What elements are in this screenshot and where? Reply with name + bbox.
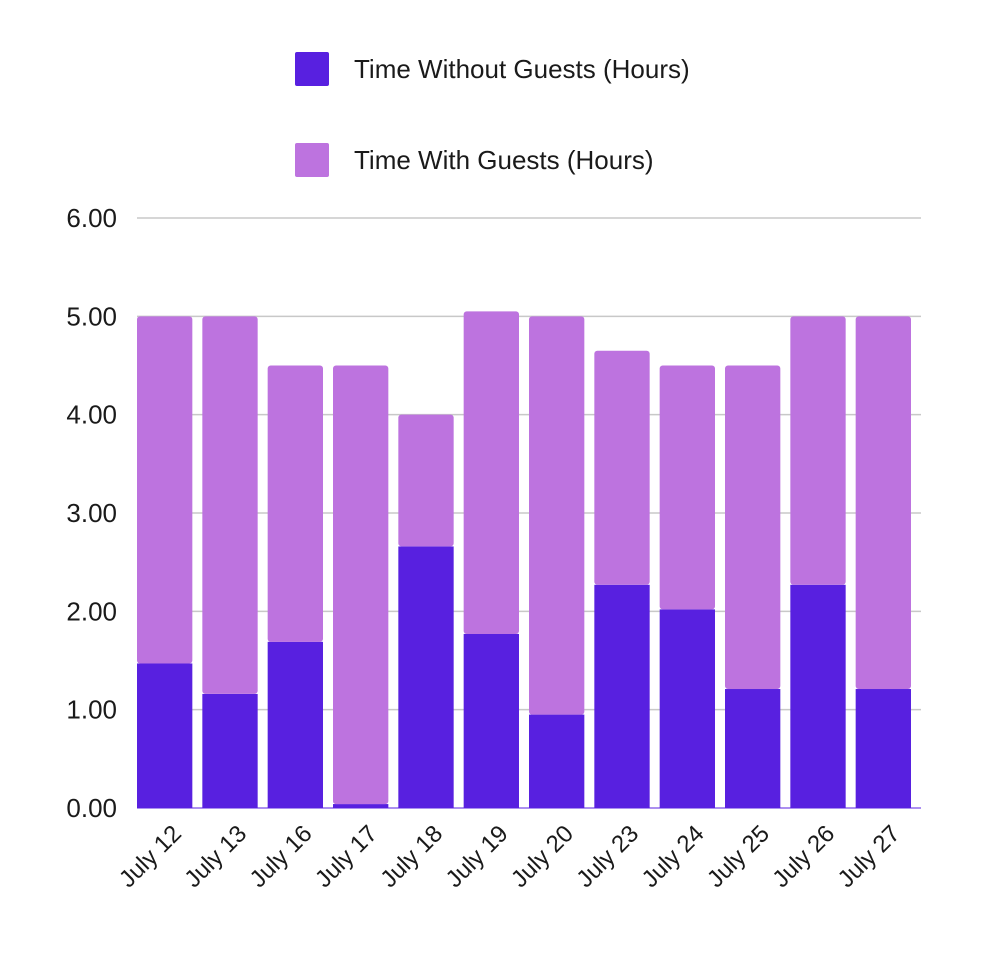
x-tick-label: July 20 [506,820,579,893]
bar-without-guests [594,584,650,808]
legend-swatch-2 [295,143,329,177]
legend-label-1: Time Without Guests (Hours) [354,54,690,84]
bar-with-guests [790,316,846,585]
bar-without-guests [398,546,454,808]
bar-with-guests [202,316,258,694]
x-tick-label: July 24 [637,820,710,893]
bar-without-guests [659,609,715,808]
y-tick-label: 1.00 [66,695,117,725]
bar-with-guests [267,365,323,642]
bar-with-guests [398,414,454,547]
bar-with-guests [855,316,911,690]
y-tick-label: 2.00 [66,596,117,626]
y-tick-label: 3.00 [66,498,117,528]
bars [137,311,921,809]
x-tick-label: July 19 [441,820,514,893]
bar-without-guests [725,689,781,808]
x-tick-label: July 26 [767,820,840,893]
x-tick-label: July 16 [245,820,318,893]
x-tick-label: July 12 [114,820,187,893]
y-axis: 0.00 1.00 2.00 3.00 4.00 5.00 6.00 [66,203,117,823]
bar-with-guests [725,365,781,690]
bar-without-guests [267,641,323,808]
y-tick-label: 4.00 [66,400,117,430]
x-tick-label: July 27 [833,820,906,893]
x-tick-label: July 17 [310,820,383,893]
bar-without-guests [463,633,519,808]
bar-with-guests [463,311,519,634]
x-tick-label: July 25 [702,820,775,893]
bar-with-guests [137,316,193,664]
bar-with-guests [333,365,389,805]
x-tick-label: July 23 [571,820,644,893]
bar-with-guests [594,350,650,585]
y-tick-label: 5.00 [66,301,117,331]
bar-without-guests [202,693,258,808]
x-tick-label: July 13 [179,820,252,893]
legend-label-2: Time With Guests (Hours) [354,145,654,175]
bar-without-guests [790,584,846,808]
bar-without-guests [529,714,585,808]
bar-with-guests [529,316,585,715]
legend: Time Without Guests (Hours) Time With Gue… [295,52,690,177]
bar-with-guests [659,365,715,610]
bar-without-guests [333,804,389,808]
y-tick-label: 6.00 [66,203,117,233]
bar-without-guests [137,663,193,808]
y-tick-label: 0.00 [66,793,117,823]
bar-without-guests [855,689,911,808]
legend-swatch-1 [295,52,329,86]
x-tick-label: July 18 [375,820,448,893]
